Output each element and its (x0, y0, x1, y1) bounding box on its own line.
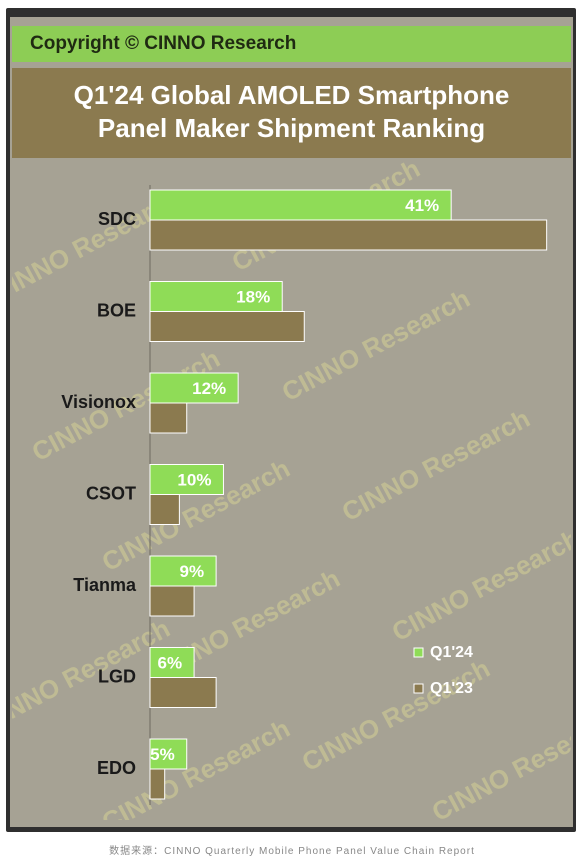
category-label: CSOT (86, 484, 136, 504)
bar-q124 (149, 555, 217, 587)
data-label-q124: 18% (236, 288, 270, 307)
data-label-q124: 12% (192, 379, 226, 398)
category-label: BOE (97, 301, 136, 321)
category-label: Visionox (61, 392, 136, 412)
category-label: LGD (98, 667, 136, 687)
bar-q124 (149, 189, 452, 221)
bar-q123 (149, 585, 195, 617)
bar-q124 (149, 647, 195, 678)
data-label-q124: 10% (177, 471, 211, 490)
data-label-q124: 41% (405, 196, 439, 215)
legend-label-q123: Q1'23 (430, 680, 473, 697)
data-label-q124: 6% (157, 654, 182, 673)
bar-q123 (149, 402, 188, 434)
bar-q124 (149, 281, 283, 312)
bar-q123 (149, 494, 180, 525)
bar-q123 (149, 311, 305, 342)
bar-q123 (149, 768, 166, 800)
copyright-banner: Copyright © CINNO Research (12, 26, 571, 62)
title-bar (12, 68, 571, 158)
bar-q123 (149, 219, 548, 251)
category-label: Tianma (73, 575, 137, 595)
bar-q124 (149, 464, 224, 495)
bar-q124 (149, 738, 188, 770)
bar-chart: SDC 41% BOE 18% Visionox 12% CSOT 10% Tianma 9% LG… (61, 185, 548, 805)
data-label-q124: 5% (150, 745, 175, 764)
legend-swatch-q123 (413, 683, 424, 694)
chart-title-line1: Q1'24 Global AMOLED Smartphone (73, 80, 510, 110)
bar-q123 (149, 677, 217, 708)
chart-title-line2: Panel Maker Shipment Ranking (97, 113, 486, 143)
category-label: SDC (98, 209, 136, 229)
category-label: EDO (97, 758, 136, 778)
source-footnote: 数据来源：CINNO Quarterly Mobile Phone Panel … (109, 846, 475, 857)
chart-title: Q1'24 Global AMOLED Smartphone Panel Mak… (12, 79, 571, 145)
bar-q124 (149, 372, 239, 404)
legend-swatch-q124 (413, 647, 424, 658)
legend-label-q124: Q1'24 (430, 644, 473, 661)
data-label-q124: 9% (180, 562, 205, 581)
